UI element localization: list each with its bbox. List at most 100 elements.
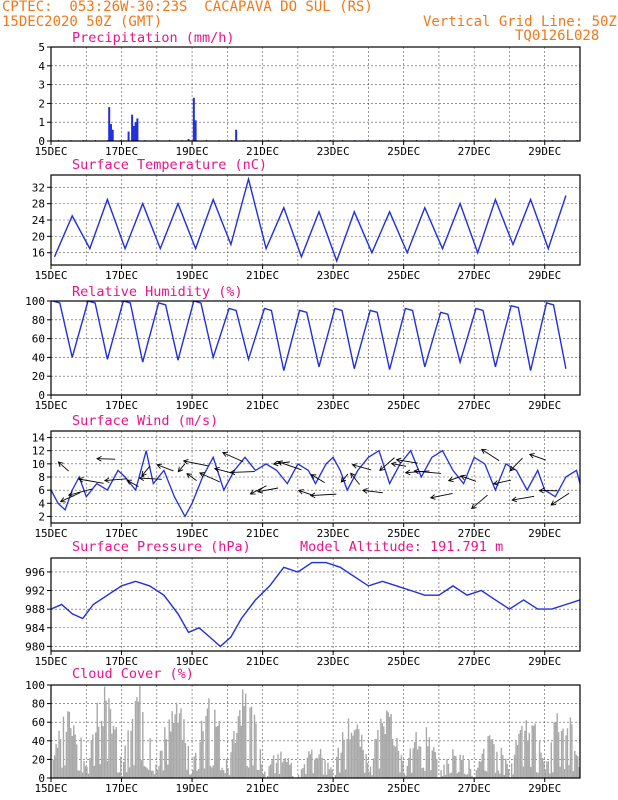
- cloud-bar: [546, 761, 548, 778]
- cloud-bar: [258, 770, 260, 778]
- cloud-bar: [303, 764, 306, 778]
- wind-arrow-head: [77, 476, 84, 483]
- x-tick-label: 19DEC: [176, 782, 209, 795]
- cloud-bar: [577, 756, 579, 778]
- cloud-bar: [321, 757, 323, 778]
- cloud-bar: [469, 768, 472, 778]
- wind-arrow-head: [138, 475, 145, 482]
- wind-arrow: [414, 470, 442, 474]
- cloud-bar: [381, 722, 384, 778]
- precip-bar: [134, 122, 137, 141]
- cloud-bar: [289, 764, 291, 778]
- cloud-bar: [566, 728, 569, 778]
- cloud-bar: [211, 767, 213, 778]
- cloud-bar: [544, 769, 547, 778]
- humidity-line: [52, 300, 567, 371]
- cloud-bar: [352, 735, 354, 778]
- panel-title: Surface Wind (m/s): [72, 413, 218, 429]
- cloud-bar: [302, 768, 304, 778]
- cloud-bar: [488, 735, 491, 778]
- cloud-bar: [242, 689, 244, 778]
- x-tick-label: 27DEC: [458, 145, 491, 158]
- cloud-bar: [475, 769, 478, 778]
- cloud-bar: [377, 729, 379, 778]
- cloud-bar: [455, 755, 457, 778]
- cloud-bar: [343, 739, 345, 778]
- cloud-bar: [371, 775, 373, 778]
- cloud-bar: [244, 693, 247, 778]
- wind-arrow: [350, 472, 360, 485]
- wind-arrow-head: [492, 480, 499, 486]
- cloud-bar: [496, 751, 498, 778]
- wind-arrow: [362, 489, 383, 494]
- cloud-bar: [540, 752, 542, 778]
- precip-bar: [108, 107, 111, 141]
- header-line1: CPTEC: 053:26W-30:23S CACAPAVA DO SUL (R…: [2, 0, 373, 15]
- cloud-bar: [506, 763, 508, 778]
- cloud-bar: [471, 775, 473, 778]
- cloud-bar: [452, 749, 454, 778]
- cloud-bar: [347, 718, 350, 778]
- cloud-bar: [73, 725, 75, 778]
- wind-arrow-head: [550, 500, 557, 506]
- cloud-bar: [281, 762, 284, 778]
- cloud-bar: [261, 764, 263, 778]
- cloud-bar: [275, 762, 278, 778]
- cloud-bar: [271, 760, 273, 778]
- model-altitude-label: Model Altitude: 191.791 m: [300, 539, 503, 555]
- cloud-bar: [387, 712, 389, 778]
- wind-arrow-head: [538, 487, 545, 494]
- cloud-bar: [405, 775, 407, 778]
- y-tick-label: 980: [25, 640, 45, 653]
- cloud-bar: [528, 732, 530, 778]
- x-tick-label: 23DEC: [317, 399, 350, 412]
- cloud-bar: [344, 769, 347, 778]
- cloud-bar: [403, 773, 406, 778]
- y-tick-label: 5: [38, 41, 45, 54]
- cloud-bar: [56, 747, 59, 778]
- cloud-bar: [530, 766, 532, 778]
- cloud-bar: [563, 769, 566, 778]
- wind-arrow: [141, 465, 151, 477]
- cloud-bar: [155, 764, 157, 778]
- wind-arrow-head: [57, 461, 64, 467]
- cloud-bar: [562, 728, 564, 778]
- y-tick-label: 12: [32, 445, 45, 458]
- x-tick-label: 27DEC: [458, 655, 491, 668]
- y-tick-label: 3: [38, 79, 45, 92]
- wind-arrow-head: [103, 477, 110, 484]
- wind-arrow-head: [277, 460, 284, 466]
- cloud-bar: [459, 754, 461, 778]
- cloud-bar: [394, 746, 397, 778]
- cloud-bar: [86, 766, 88, 778]
- cloud-bar: [513, 754, 516, 778]
- precip-bar: [192, 97, 195, 141]
- cloud-bar: [325, 774, 328, 778]
- cloud-bar: [124, 745, 126, 778]
- cloud-bar: [80, 737, 82, 778]
- pressure-line: [50, 561, 581, 648]
- x-tick-label: 21DEC: [246, 655, 279, 668]
- x-tick-label: 21DEC: [246, 145, 279, 158]
- cloud-bar: [494, 772, 497, 778]
- y-tick-label: 16: [32, 247, 45, 260]
- cloud-bar: [359, 746, 361, 778]
- cloud-bar: [419, 746, 422, 778]
- cloud-bar: [200, 720, 203, 778]
- wind-arrow: [178, 463, 186, 472]
- cloud-bar: [440, 770, 442, 778]
- wind-arrow: [550, 492, 570, 506]
- cloud-bar: [272, 755, 275, 778]
- cloud-bar: [449, 773, 451, 778]
- y-tick-label: 60: [32, 333, 45, 346]
- panel-frame: [50, 46, 581, 142]
- wind-arrow-head: [67, 491, 74, 497]
- cloud-bar: [159, 750, 162, 778]
- panel-title: Precipitation (mm/h): [72, 30, 235, 46]
- cloud-bar: [462, 755, 464, 778]
- cloud-bar: [96, 703, 98, 778]
- cloud-bar: [559, 766, 561, 778]
- cloud-bar: [264, 771, 266, 778]
- cloud-bar: [522, 766, 525, 778]
- wind-arrow-head: [59, 497, 66, 503]
